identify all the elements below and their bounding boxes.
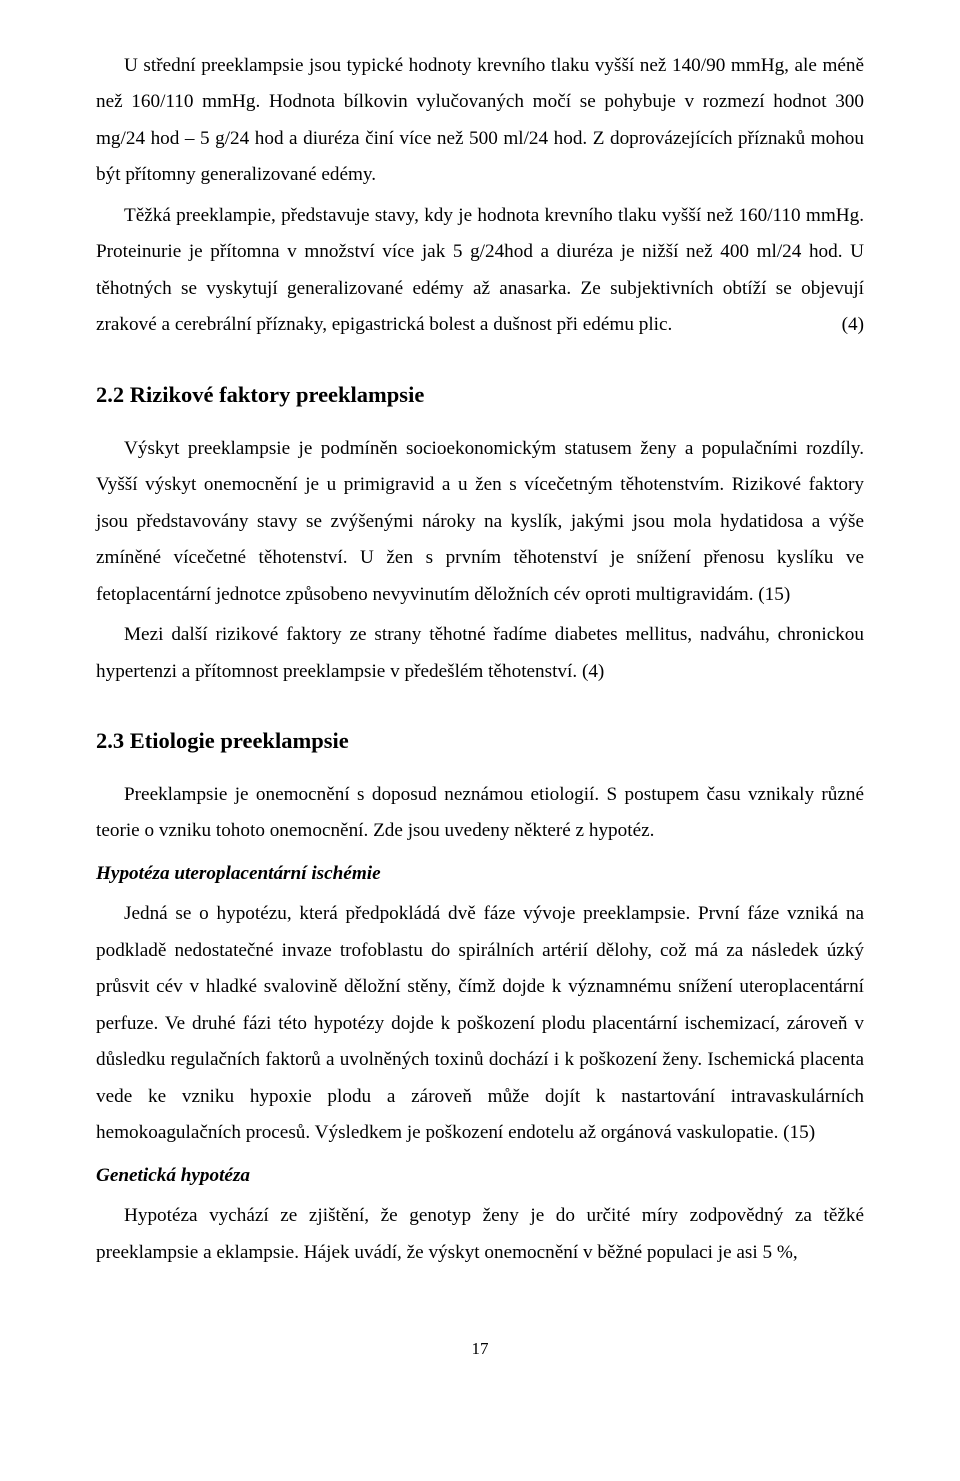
paragraph-2-2-b: Mezi další rizikové faktory ze strany tě… xyxy=(96,617,864,690)
hypothesis-2-title: Genetická hypotéza xyxy=(96,1158,864,1194)
hypothesis-1-title: Hypotéza uteroplacentární ischémie xyxy=(96,856,864,892)
citation-4: (4) xyxy=(814,307,864,343)
heading-2-2: 2.2 Rizikové faktory preeklampsie xyxy=(96,374,864,417)
hypothesis-1-text: Jedná se o hypotézu, která předpokládá d… xyxy=(96,896,864,1151)
paragraph-intro-severe: Těžká preeklampie, představuje stavy, kd… xyxy=(96,198,864,344)
paragraph-2-3-intro: Preeklampsie je onemocnění s doposud nez… xyxy=(96,777,864,850)
page-number: 17 xyxy=(96,1333,864,1365)
paragraph-intro-moderate: U střední preeklampsie jsou typické hodn… xyxy=(96,48,864,194)
heading-2-3: 2.3 Etiologie preeklampsie xyxy=(96,720,864,763)
document-page: U střední preeklampsie jsou typické hodn… xyxy=(0,0,960,1481)
paragraph-intro-severe-text: Těžká preeklampie, představuje stavy, kd… xyxy=(96,205,864,335)
hypothesis-2-text: Hypotéza vychází ze zjištění, že genotyp… xyxy=(96,1198,864,1271)
paragraph-2-2-a: Výskyt preeklampsie je podmíněn socioeko… xyxy=(96,431,864,613)
